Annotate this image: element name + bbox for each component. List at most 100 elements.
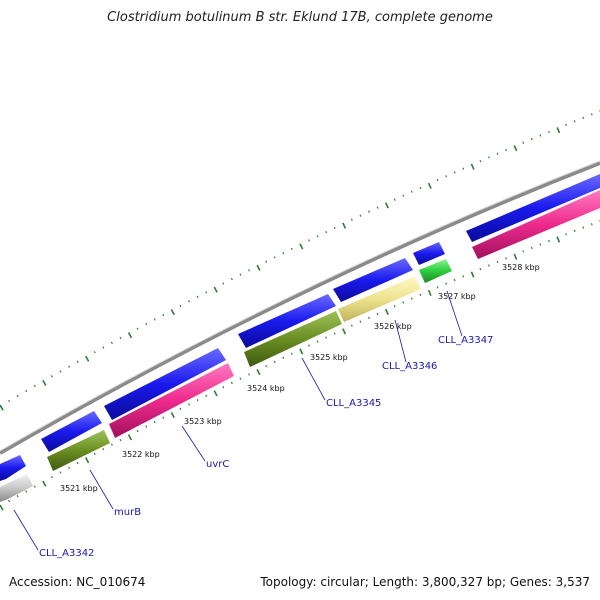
cds-feature[interactable] xyxy=(0,455,26,481)
tick-mark xyxy=(76,360,79,363)
tick-mark xyxy=(273,360,276,364)
forward-cds-track xyxy=(0,174,600,481)
tick-mark xyxy=(127,434,133,441)
cds-feature[interactable] xyxy=(333,258,413,302)
tick-mark xyxy=(290,352,293,355)
tick-mark xyxy=(93,351,96,354)
tick-mark xyxy=(513,253,518,260)
cds-feature[interactable] xyxy=(472,190,600,259)
tick-mark xyxy=(565,233,568,236)
tick-mark xyxy=(230,277,233,281)
tick-mark xyxy=(16,394,19,398)
cds-feature[interactable] xyxy=(41,411,102,452)
tick-mark xyxy=(282,251,285,255)
tick-mark xyxy=(145,425,148,428)
tick-mark xyxy=(299,243,304,250)
gene-label[interactable]: CLL_A3347 xyxy=(438,335,493,346)
tick-mark xyxy=(384,308,389,315)
tick-mark xyxy=(470,271,475,278)
cds-feature[interactable] xyxy=(104,348,226,420)
tick-mark xyxy=(376,312,379,316)
tick-mark xyxy=(427,182,432,189)
tick-mark xyxy=(530,137,533,141)
tick-mark xyxy=(290,247,293,251)
tick-mark xyxy=(522,141,525,144)
tick-mark xyxy=(162,313,165,317)
tick-mark xyxy=(230,381,233,385)
tick-mark xyxy=(539,243,542,246)
gene-label[interactable]: CLL_A3346 xyxy=(382,361,437,372)
tick-mark xyxy=(205,394,208,397)
tick-mark xyxy=(0,504,4,511)
tick-mark xyxy=(470,163,475,170)
tick-mark xyxy=(179,407,182,411)
tick-mark xyxy=(350,324,353,327)
leader-line xyxy=(301,357,326,401)
gene-label[interactable]: murB xyxy=(114,507,141,518)
tick-mark xyxy=(248,373,250,376)
cds-feature[interactable] xyxy=(47,430,110,471)
tick-mark xyxy=(496,260,499,264)
tick-mark xyxy=(145,322,148,326)
tick-mark xyxy=(410,190,413,193)
tick-mark xyxy=(522,250,525,253)
tick-mark xyxy=(110,443,113,446)
leader-line xyxy=(181,425,206,462)
cds-feature[interactable] xyxy=(238,294,336,348)
cds-feature[interactable] xyxy=(244,311,342,367)
gene-label[interactable]: uvrC xyxy=(206,459,229,470)
tick-mark xyxy=(308,344,310,347)
cds-feature[interactable] xyxy=(0,474,33,502)
tick-mark xyxy=(0,404,4,411)
tick-mark xyxy=(25,490,28,493)
tick-mark xyxy=(188,300,191,303)
tick-mark xyxy=(308,239,310,242)
tick-mark xyxy=(248,269,251,272)
genome-backbone xyxy=(0,161,600,455)
gene-label[interactable]: CLL_A3345 xyxy=(326,398,381,409)
tick-mark xyxy=(205,291,208,294)
tick-mark xyxy=(582,116,585,119)
tick-mark xyxy=(436,178,439,182)
tick-mark xyxy=(342,328,347,335)
tick-mark xyxy=(539,134,542,137)
cds-feature[interactable] xyxy=(109,363,234,438)
tick-mark xyxy=(59,370,62,373)
tick-mark xyxy=(110,341,113,344)
scale-label: 3521 kbp xyxy=(60,484,98,493)
tick-mark xyxy=(136,429,139,433)
tick-mark xyxy=(368,210,370,213)
tick-mark xyxy=(282,356,285,360)
cds-feature[interactable] xyxy=(466,174,600,242)
tick-mark xyxy=(196,295,199,298)
leader-line xyxy=(89,469,114,510)
tick-mark xyxy=(119,336,122,340)
tick-mark xyxy=(213,390,218,397)
tick-mark xyxy=(196,398,199,402)
cds-feature[interactable] xyxy=(338,276,421,322)
leader-line xyxy=(446,290,463,337)
tick-mark xyxy=(359,214,362,217)
tick-mark xyxy=(33,485,36,488)
tick-mark xyxy=(453,278,456,282)
tick-mark xyxy=(68,466,71,469)
tick-mark xyxy=(582,226,585,229)
cds-feature[interactable] xyxy=(419,259,452,283)
scale-label: 3522 kbp xyxy=(122,450,160,459)
tick-mark xyxy=(462,275,465,278)
tick-mark xyxy=(565,123,568,126)
tick-mark xyxy=(548,130,550,134)
leader-line xyxy=(13,509,39,551)
tick-mark xyxy=(393,305,396,308)
cds-feature[interactable] xyxy=(413,242,445,265)
tick-mark xyxy=(127,332,133,339)
genome-backbone-highlight xyxy=(0,160,600,452)
gene-labels: CLL_A3342 murB uvrC CLL_A3345 CLL_A3346 … xyxy=(39,335,493,559)
tick-mark xyxy=(368,316,370,319)
tick-mark xyxy=(488,264,490,267)
tick-mark xyxy=(556,127,561,134)
gene-label[interactable]: CLL_A3342 xyxy=(39,548,94,559)
tick-mark xyxy=(488,156,490,159)
tick-mark xyxy=(33,384,36,388)
tick-mark xyxy=(273,256,276,259)
